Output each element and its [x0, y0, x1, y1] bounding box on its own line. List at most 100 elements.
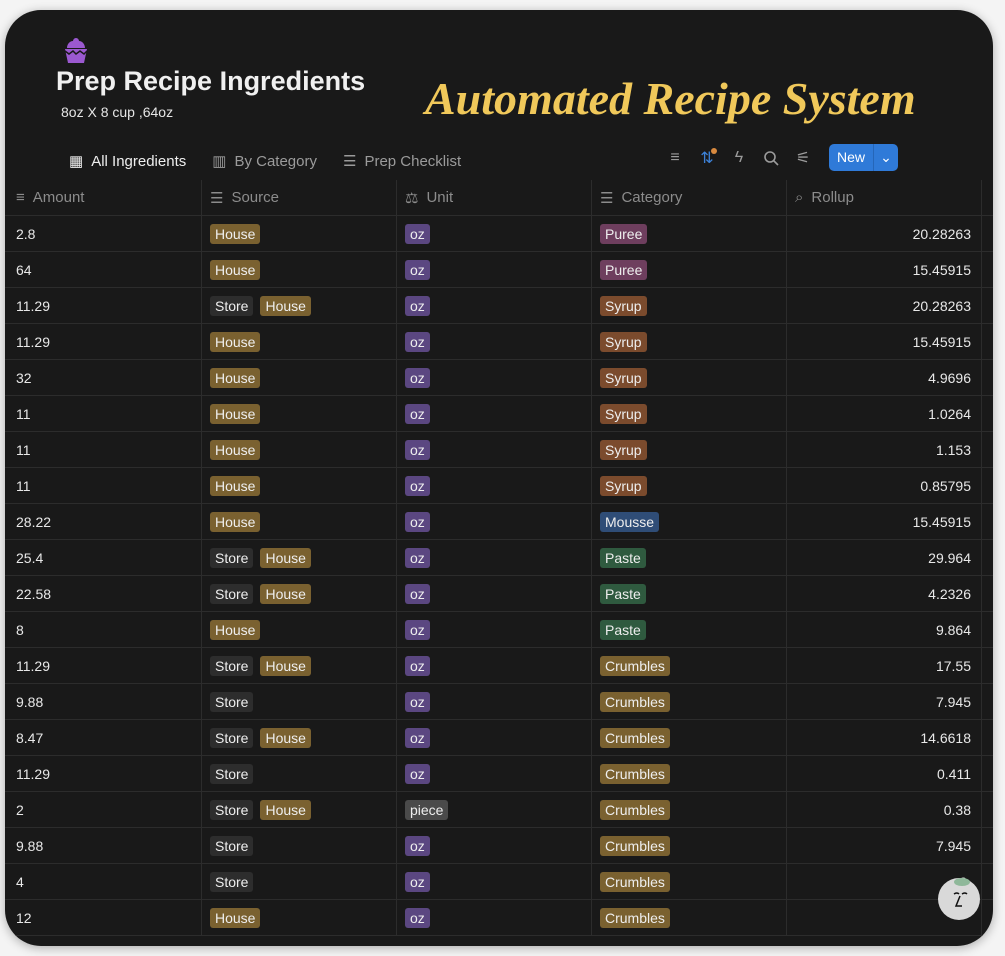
source-cell[interactable]: House — [202, 432, 397, 467]
table-row[interactable]: 11 House oz Syrup 1.153 — [5, 432, 993, 468]
amount-cell[interactable]: 64 — [5, 252, 202, 287]
unit-cell[interactable]: oz — [397, 828, 592, 863]
category-cell[interactable]: Paste — [592, 576, 787, 611]
source-cell[interactable]: House — [202, 612, 397, 647]
category-cell[interactable]: Crumbles — [592, 648, 787, 683]
amount-cell[interactable]: 8.47 — [5, 720, 202, 755]
amount-cell[interactable]: 11 — [5, 468, 202, 503]
category-cell[interactable]: Crumbles — [592, 900, 787, 935]
category-cell[interactable]: Syrup — [592, 288, 787, 323]
category-cell[interactable]: Crumbles — [592, 684, 787, 719]
amount-cell[interactable]: 28.22 — [5, 504, 202, 539]
amount-cell[interactable]: 4 — [5, 864, 202, 899]
table-row[interactable]: 9.88 Store oz Crumbles 7.945 — [5, 684, 993, 720]
column-header-unit[interactable]: ⚖ Unit — [397, 180, 592, 215]
category-cell[interactable]: Syrup — [592, 360, 787, 395]
source-cell[interactable]: House — [202, 360, 397, 395]
search-icon[interactable] — [761, 148, 781, 168]
tab-all-ingredients[interactable]: ▦ All Ingredients — [69, 152, 186, 171]
amount-cell[interactable]: 2 — [5, 792, 202, 827]
rollup-cell[interactable]: 0.38 — [787, 792, 982, 827]
category-cell[interactable]: Puree — [592, 252, 787, 287]
source-cell[interactable]: Store House — [202, 576, 397, 611]
unit-cell[interactable]: oz — [397, 360, 592, 395]
unit-cell[interactable]: oz — [397, 900, 592, 935]
table-row[interactable]: 11.29 House oz Syrup 15.45915 — [5, 324, 993, 360]
rollup-cell[interactable]: 4.9696 — [787, 360, 982, 395]
source-cell[interactable]: House — [202, 468, 397, 503]
table-row[interactable]: 4StoreozCrumbles0. — [5, 864, 993, 900]
table-row[interactable]: 11.29 Store House oz Syrup 20.28263 — [5, 288, 993, 324]
unit-cell[interactable]: oz — [397, 396, 592, 431]
chevron-down-icon[interactable]: ⌄ — [880, 149, 892, 165]
unit-cell[interactable]: oz — [397, 684, 592, 719]
rollup-cell[interactable]: 15.45915 — [787, 252, 982, 287]
table-row[interactable]: 12 House oz Crumbles — [5, 900, 993, 936]
unit-cell[interactable]: oz — [397, 648, 592, 683]
unit-cell[interactable]: oz — [397, 540, 592, 575]
new-button-label[interactable]: New — [829, 144, 875, 171]
source-cell[interactable]: House — [202, 216, 397, 251]
amount-cell[interactable]: 25.4 — [5, 540, 202, 575]
unit-cell[interactable]: oz — [397, 432, 592, 467]
assistant-avatar[interactable] — [938, 878, 980, 920]
category-cell[interactable]: Crumbles — [592, 864, 787, 899]
rollup-cell[interactable]: 7.945 — [787, 684, 982, 719]
unit-cell[interactable]: oz — [397, 576, 592, 611]
amount-cell[interactable]: 11.29 — [5, 288, 202, 323]
category-cell[interactable]: Crumbles — [592, 756, 787, 791]
rollup-cell[interactable]: 4.2326 — [787, 576, 982, 611]
column-header-category[interactable]: ☰ Category — [592, 180, 787, 215]
rollup-cell[interactable]: 17.55 — [787, 648, 982, 683]
amount-cell[interactable]: 32 — [5, 360, 202, 395]
table-row[interactable]: 11.29 Store House oz Crumbles 17.55 — [5, 648, 993, 684]
category-cell[interactable]: Puree — [592, 216, 787, 251]
rollup-cell[interactable]: 1.153 — [787, 432, 982, 467]
automation-icon[interactable]: ϟ — [734, 148, 744, 166]
amount-cell[interactable]: 11 — [5, 396, 202, 431]
table-row[interactable]: 11 House oz Syrup 1.0264 — [5, 396, 993, 432]
amount-cell[interactable]: 12 — [5, 900, 202, 935]
rollup-cell[interactable]: 20.28263 — [787, 216, 982, 251]
rollup-cell[interactable] — [787, 900, 982, 935]
source-cell[interactable]: Store — [202, 756, 397, 791]
unit-cell[interactable]: oz — [397, 288, 592, 323]
unit-cell[interactable]: oz — [397, 612, 592, 647]
unit-cell[interactable]: oz — [397, 504, 592, 539]
rollup-cell[interactable]: 15.45915 — [787, 504, 982, 539]
source-cell[interactable]: House — [202, 504, 397, 539]
tab-prep-checklist[interactable]: ☰ Prep Checklist — [343, 152, 461, 171]
table-row[interactable]: 25.4 Store House oz Paste 29.964 — [5, 540, 993, 576]
category-cell[interactable]: Crumbles — [592, 828, 787, 863]
unit-cell[interactable]: piece — [397, 792, 592, 827]
rollup-cell[interactable]: 1.0264 — [787, 396, 982, 431]
column-header-rollup[interactable]: ⌕ Rollup — [787, 180, 982, 215]
unit-cell[interactable]: oz — [397, 756, 592, 791]
new-button[interactable]: New ⌄ — [829, 144, 899, 171]
category-cell[interactable]: Mousse — [592, 504, 787, 539]
table-row[interactable]: 8 House oz Paste 9.864 — [5, 612, 993, 648]
table-row[interactable]: 2.8 House oz Puree 20.28263 — [5, 216, 993, 252]
amount-cell[interactable]: 11 — [5, 432, 202, 467]
source-cell[interactable]: Store — [202, 864, 397, 899]
amount-cell[interactable]: 9.88 — [5, 684, 202, 719]
table-row[interactable]: 2 Store House piece Crumbles 0.38 — [5, 792, 993, 828]
rollup-cell[interactable]: 0.85795 — [787, 468, 982, 503]
unit-cell[interactable]: oz — [397, 252, 592, 287]
rollup-cell[interactable]: 7.945 — [787, 828, 982, 863]
unit-cell[interactable]: oz — [397, 720, 592, 755]
amount-cell[interactable]: 11.29 — [5, 756, 202, 791]
category-cell[interactable]: Paste — [592, 612, 787, 647]
amount-cell[interactable]: 11.29 — [5, 648, 202, 683]
sort-icon[interactable]: ⇅ — [697, 147, 717, 168]
unit-cell[interactable]: oz — [397, 324, 592, 359]
column-header-amount[interactable]: ≡ Amount — [5, 180, 202, 215]
source-cell[interactable]: Store House — [202, 288, 397, 323]
rollup-cell[interactable]: 29.964 — [787, 540, 982, 575]
rollup-cell[interactable]: 15.45915 — [787, 324, 982, 359]
source-cell[interactable]: Store — [202, 684, 397, 719]
table-row[interactable]: 32 House oz Syrup 4.9696 — [5, 360, 993, 396]
category-cell[interactable]: Syrup — [592, 396, 787, 431]
amount-cell[interactable]: 9.88 — [5, 828, 202, 863]
table-row[interactable]: 28.22 House oz Mousse 15.45915 — [5, 504, 993, 540]
